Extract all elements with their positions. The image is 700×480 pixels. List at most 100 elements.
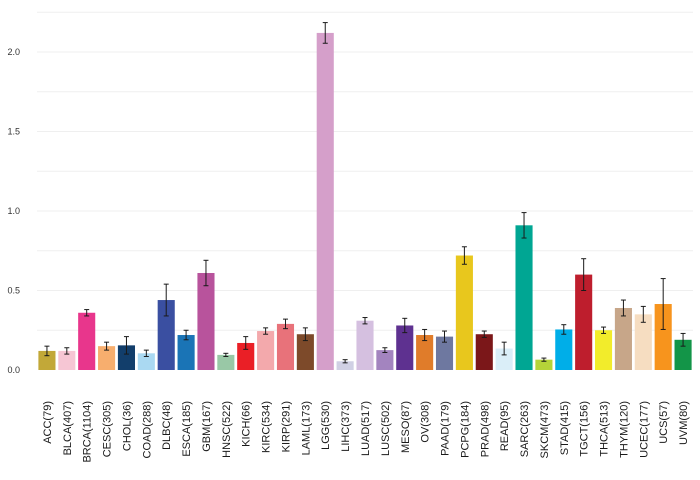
error-bar [44, 345, 50, 357]
error-bar [541, 357, 547, 362]
x-axis-ticks: ACC(79) BLCA(407) BRCA(1104) CESC(305) CHOL(… [42, 401, 690, 463]
x-tick-label: LUAD(517) [360, 401, 372, 456]
x-tick-label: DLBC(48) [161, 401, 173, 450]
bar [634, 314, 652, 370]
bar [137, 353, 155, 370]
bar [654, 304, 672, 370]
error-bar [123, 336, 129, 355]
bar [296, 334, 314, 370]
error-bar [342, 359, 348, 364]
error-bar [680, 332, 686, 347]
bar [356, 320, 374, 370]
y-tick-label: 1.5 [7, 127, 20, 137]
error-bar [620, 299, 626, 317]
error-bar [561, 324, 567, 335]
bars [38, 32, 692, 371]
bar [515, 225, 533, 370]
bar [495, 348, 513, 370]
error-bar [64, 347, 70, 355]
error-bar [501, 341, 507, 356]
bar [535, 359, 553, 370]
error-bar [601, 326, 607, 334]
bar [336, 361, 354, 370]
x-tick-label: PCPG(184) [459, 401, 471, 458]
bar [257, 331, 275, 370]
bar [455, 255, 473, 370]
error-bar [402, 317, 408, 334]
x-tick-label: CESC(305) [102, 401, 114, 457]
bar [555, 329, 573, 370]
bar [217, 354, 235, 370]
bar [38, 350, 56, 370]
y-tick-label: 1.0 [7, 206, 20, 216]
bar [276, 323, 295, 370]
error-bar [442, 330, 448, 343]
bar [435, 336, 454, 370]
bar [58, 350, 76, 370]
x-tick-label: BLCA(407) [62, 401, 74, 455]
error-bar [302, 327, 308, 342]
error-bar [481, 330, 487, 338]
error-bar [660, 278, 666, 330]
error-bar [203, 259, 209, 287]
x-tick-label: LAML(173) [300, 401, 312, 455]
error-bar [322, 22, 328, 44]
gridlines [37, 11, 693, 331]
x-tick-label: THCA(513) [599, 401, 611, 457]
error-bar [581, 258, 587, 291]
x-tick-label: READ(95) [499, 401, 511, 451]
error-bars [44, 22, 686, 364]
bar [614, 307, 632, 370]
error-bar [104, 341, 110, 351]
bar [117, 345, 136, 370]
bar [376, 350, 394, 370]
error-bar [422, 328, 428, 342]
bar [177, 335, 195, 370]
y-tick-label: 2.0 [7, 47, 20, 57]
error-bar [143, 349, 149, 357]
x-tick-label: LGG(530) [320, 401, 332, 450]
x-tick-label: UCEC(177) [638, 401, 650, 458]
x-tick-label: GBM(167) [201, 401, 213, 452]
bar [396, 325, 414, 370]
x-tick-label: UCS(57) [658, 401, 670, 444]
bar [416, 335, 434, 370]
x-tick-label: HNSC(522) [221, 401, 233, 458]
x-tick-label: LIHC(373) [340, 401, 352, 452]
bar [674, 339, 692, 370]
bar [594, 330, 613, 370]
error-bar [461, 246, 467, 265]
x-tick-label: THYM(120) [618, 401, 630, 458]
x-tick-label: ESCA(185) [181, 401, 193, 457]
bar [475, 334, 493, 370]
x-tick-label: PRAD(498) [479, 401, 491, 457]
error-bar [521, 212, 527, 239]
error-bar [640, 305, 646, 323]
error-bar [282, 318, 288, 330]
x-tick-label: SKCM(473) [539, 401, 551, 458]
bar [197, 273, 215, 370]
bar [575, 274, 593, 370]
bar [237, 342, 255, 370]
error-bar [163, 283, 169, 317]
y-tick-label: 0.5 [7, 286, 20, 296]
x-tick-label: ACC(79) [42, 401, 54, 444]
y-tick-label: 0.0 [7, 365, 20, 375]
x-tick-label: CHOL(36) [121, 401, 133, 451]
x-tick-label: KICH(66) [241, 401, 253, 447]
x-tick-label: OV(308) [420, 401, 432, 443]
bar [78, 312, 96, 370]
x-tick-label: KIRC(534) [261, 401, 273, 453]
x-tick-label: BRCA(1104) [82, 401, 94, 463]
x-tick-label: MESO(87) [400, 401, 412, 453]
error-bar [84, 309, 90, 317]
x-tick-label: LUSC(502) [380, 401, 392, 456]
x-tick-label: SARC(263) [519, 401, 531, 457]
bar [98, 346, 116, 370]
x-tick-label: KIRP(291) [280, 401, 292, 452]
y-axis-ticks: 0.0 0.5 1.0 1.5 2.0 [7, 47, 20, 375]
error-bar [362, 317, 368, 325]
x-tick-label: COAD(288) [141, 401, 153, 458]
